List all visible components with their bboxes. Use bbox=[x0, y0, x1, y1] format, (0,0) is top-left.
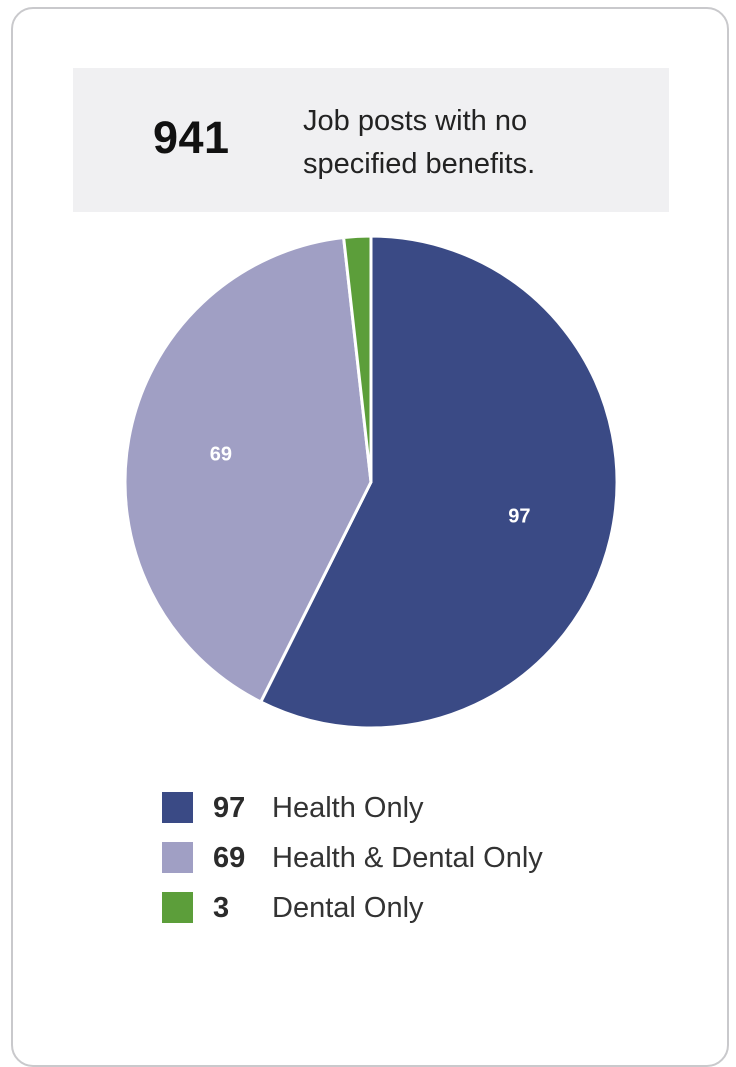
pie-chart: 97 69 bbox=[123, 234, 619, 730]
slice-data-label: 97 bbox=[508, 505, 530, 527]
legend-value: 97 bbox=[213, 792, 246, 824]
legend-swatch bbox=[162, 842, 193, 873]
pie-labels: 97 69 bbox=[210, 443, 531, 527]
legend-item-health-dental-only: 69 Health & Dental Only bbox=[162, 838, 662, 888]
pie-slice-dental-only bbox=[342, 234, 373, 484]
legend-swatch bbox=[162, 792, 193, 823]
pie-slice-health-dental-only bbox=[123, 236, 373, 704]
summary-description: Job posts with no specified benefits. bbox=[303, 105, 536, 180]
legend: 97 Health Only 69 Health & Dental Only 3… bbox=[162, 788, 662, 938]
legend-value: 69 bbox=[213, 842, 246, 874]
legend-item-health-only: 97 Health Only bbox=[162, 788, 662, 838]
pie-slice-health-only bbox=[259, 234, 619, 730]
summary-box: 941 Job posts with no specified benefits… bbox=[73, 68, 669, 212]
summary-count: 941 bbox=[153, 112, 230, 163]
legend-item-dental-only: 3 Dental Only bbox=[162, 888, 662, 938]
slice-data-label: 69 bbox=[210, 443, 232, 465]
pie-slices bbox=[123, 234, 619, 730]
legend-label: Health Only bbox=[272, 792, 424, 824]
legend-label: Health & Dental Only bbox=[272, 842, 543, 874]
legend-swatch bbox=[162, 892, 193, 923]
legend-label: Dental Only bbox=[272, 892, 424, 924]
legend-value: 3 bbox=[213, 892, 230, 924]
